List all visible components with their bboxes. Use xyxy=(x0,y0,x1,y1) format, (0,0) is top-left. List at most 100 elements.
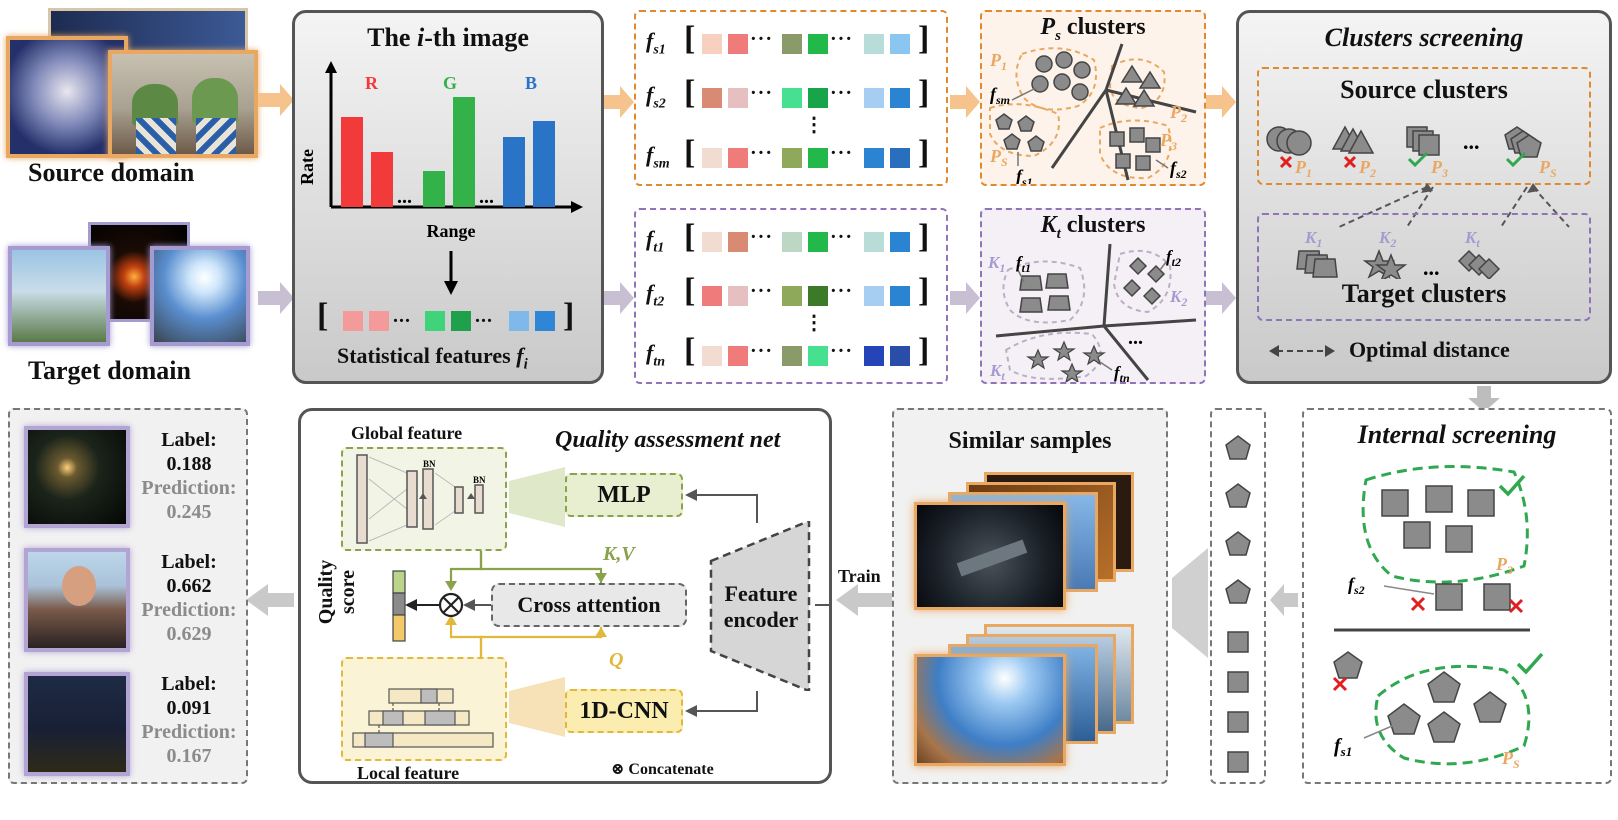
kt-label-ftn: ftn xyxy=(1114,363,1130,382)
tgt-label-k1: K1 xyxy=(1304,228,1322,250)
ps-to-screening-arrow xyxy=(1206,86,1236,118)
source-domain-label: Source domain xyxy=(28,158,195,187)
target-feature-row-2: ft2 [ ··· ··· ] xyxy=(646,272,930,310)
axis-y-label: Rate xyxy=(297,149,317,185)
local-fan xyxy=(509,677,565,737)
result-3-text: Label: 0.091 Prediction: 0.167 xyxy=(141,673,237,767)
source-cluster-icons: ... P1 P2 P3 PS xyxy=(1266,125,1557,180)
src-label-p1: P1 xyxy=(1294,157,1312,180)
bar-b-1 xyxy=(503,137,525,207)
target-clusters-box: K1 K2 Kt ... Target clusters xyxy=(1257,213,1591,321)
hist-to-source-arrow xyxy=(604,86,634,118)
feature-encoder-label: Feature encoder xyxy=(723,581,799,632)
bar-g-2 xyxy=(453,97,475,207)
ps-label-ps: PS xyxy=(989,146,1008,169)
tgt-label-kt: Kt xyxy=(1464,228,1480,250)
internal-label-fs2: fs2 xyxy=(1348,574,1365,597)
target-vdots: ⋮ xyxy=(804,312,824,334)
src-label-ps: PS xyxy=(1538,157,1557,180)
local-feature-layers xyxy=(352,688,494,748)
source-clusters-title: Source clusters xyxy=(1340,75,1508,104)
source-clusters-box: Source clusters ... P1 P2 P3 PS xyxy=(1257,67,1591,185)
kt-clusters-panel: Kt clusters ... K1 ft1 ft2 K2 Kt xyxy=(980,208,1206,384)
source-cluster-dots: ... xyxy=(1463,129,1480,154)
tgt-label-k2: K2 xyxy=(1378,228,1396,250)
ps-cluster-diagram: P1 P2 P3 PS fsm fs1 fs2 xyxy=(989,43,1197,184)
kt-cluster-diagram: ... K1 ft1 ft2 K2 Kt ftn xyxy=(987,243,1197,382)
feature-encoder-shape xyxy=(709,521,811,691)
qa-net-title: Quality assessment net xyxy=(555,427,781,453)
global-feature-label: Global feature xyxy=(351,423,463,443)
channel-r: R xyxy=(365,73,379,93)
ps-clusters-panel: Ps clusters xyxy=(980,10,1206,186)
optimal-distance-label: Optimal distance xyxy=(1349,337,1510,362)
internal-screening-panel: Internal screening P3 fs2 fs1 PS xyxy=(1302,408,1612,784)
internal-left-arrow xyxy=(1270,584,1298,616)
global-feature-layers: BN BN xyxy=(356,454,486,544)
q-label: Q xyxy=(609,649,624,671)
internal-label-fs1: fs1 xyxy=(1334,735,1352,759)
target-features-panel: ft1 [ ··· ··· ] ft2 [ ··· ··· ] ⋮ ftn [ … xyxy=(634,208,948,384)
clusters-screening-title: Clusters screening xyxy=(1324,23,1524,52)
funnel-connector xyxy=(1172,548,1208,658)
source-features-panel: fs1 [ ··· ··· ] fs2 [ ··· ··· ] ⋮ fsm [ … xyxy=(634,10,948,186)
concatenate-legend: ⊗ Concatenate xyxy=(611,759,714,779)
selected-shape-list xyxy=(1225,435,1251,773)
bar-b-2 xyxy=(533,121,555,207)
similar-samples-panel: Similar samples xyxy=(892,408,1168,784)
global-fan xyxy=(509,467,565,527)
bar-r-2 xyxy=(371,152,393,207)
target-to-clusters-arrow xyxy=(950,282,980,314)
target-clusters-title: Target clusters xyxy=(1341,279,1507,308)
train-arrow xyxy=(836,584,892,616)
result-image-1 xyxy=(24,426,130,528)
source-to-clusters-arrow xyxy=(950,86,980,118)
bn-label-2: BN xyxy=(473,475,486,485)
kt-label-kt: Kt xyxy=(989,361,1005,382)
ps-label-fs2: fs2 xyxy=(1170,158,1187,181)
target-feature-row-3: ftn [ ··· ··· ] xyxy=(646,332,930,370)
ps-label-p3: P3 xyxy=(1159,130,1177,153)
optimal-distance-legend: Optimal distance xyxy=(1269,335,1599,371)
internal-screening-title: Internal screening xyxy=(1357,420,1557,449)
ps-label-fsm: fsm xyxy=(990,84,1010,107)
kv-label: K,V xyxy=(603,543,635,565)
target-domain-label: Target domain xyxy=(28,356,191,385)
ps-label-fs1: fs1 xyxy=(1016,166,1033,184)
bar-dots-1: ... xyxy=(397,186,412,208)
source-vdots: ⋮ xyxy=(804,114,824,136)
qa-to-results-arrow xyxy=(246,584,294,616)
local-feature-label: Local feature xyxy=(357,763,460,783)
internal-label-ps: PS xyxy=(1501,748,1520,771)
histogram-panel: The i-th image Rate ... ... R G B Range … xyxy=(292,10,604,384)
target-cluster-icons: K1 K2 Kt ... xyxy=(1296,228,1501,279)
optimal-distance-links xyxy=(1338,183,1570,228)
cross-attention-block: Cross attention xyxy=(491,583,687,627)
ps-label-p1: P1 xyxy=(989,50,1007,73)
cnn-block: 1D-CNN xyxy=(565,689,683,733)
global-feature-box: BN BN xyxy=(341,447,507,551)
quality-assessment-net-panel: Quality assessment net Global feature BN… xyxy=(298,408,832,784)
concat-symbol: ⊗ xyxy=(611,761,625,778)
clusters-screening-panel: Clusters screening Source clusters ... P… xyxy=(1236,10,1612,384)
stat-feature-vector: [ ... ... ] xyxy=(317,297,575,334)
hist-to-target-arrow xyxy=(604,282,634,314)
target-cluster-dots: ... xyxy=(1423,255,1440,279)
result-image-3 xyxy=(24,672,130,776)
channel-b: B xyxy=(525,73,537,93)
channel-g: G xyxy=(443,73,457,93)
rgb-histogram: Rate ... ... R G B Range xyxy=(297,61,583,241)
source-feature-row-2: fs2 [ ··· ··· ] xyxy=(646,74,930,112)
kt-to-screening-arrow xyxy=(1206,282,1236,314)
src-label-p2: P2 xyxy=(1358,157,1376,180)
ps-label-p2: P2 xyxy=(1169,102,1187,125)
source-flow-arrow xyxy=(258,84,294,116)
similar-samples-title: Similar samples xyxy=(948,428,1112,454)
kt-label-ft1: ft1 xyxy=(1016,253,1031,275)
double-arrow-icon xyxy=(1269,345,1335,357)
internal-screening-diagram: P3 fs2 fs1 PS xyxy=(1332,465,1544,771)
target-feature-row-1: ft1 [ ··· ··· ] xyxy=(646,218,930,256)
result-image-2 xyxy=(24,548,130,652)
axis-x-label: Range xyxy=(427,221,476,241)
qa-connectors xyxy=(392,489,831,717)
